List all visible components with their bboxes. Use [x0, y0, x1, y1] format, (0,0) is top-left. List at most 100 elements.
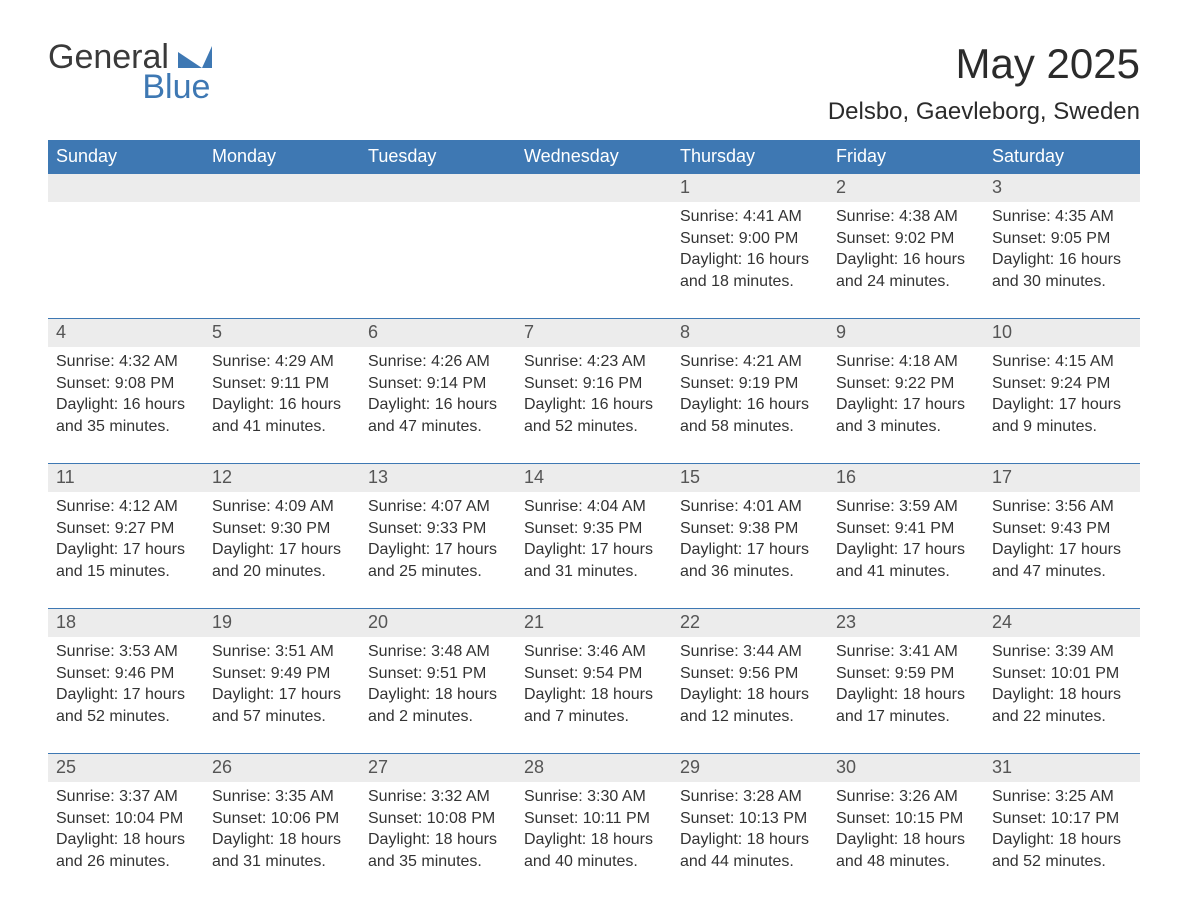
day-cell: Sunrise: 4:41 AMSunset: 9:00 PMDaylight:… [672, 202, 828, 304]
sunrise-text: Sunrise: 4:35 AM [992, 206, 1132, 228]
daylight-text: Daylight: 17 hours and 41 minutes. [836, 539, 976, 582]
day-cell: Sunrise: 4:12 AMSunset: 9:27 PMDaylight:… [48, 492, 204, 594]
day-number: 27 [360, 754, 516, 782]
weekday: Saturday [984, 140, 1140, 174]
day-cell: Sunrise: 3:32 AMSunset: 10:08 PMDaylight… [360, 782, 516, 884]
daylight-text: Daylight: 17 hours and 36 minutes. [680, 539, 820, 582]
daylight-text: Daylight: 17 hours and 20 minutes. [212, 539, 352, 582]
daylight-text: Daylight: 18 hours and 44 minutes. [680, 829, 820, 872]
location: Delsbo, Gaevleborg, Sweden [828, 98, 1140, 126]
week-row: 45678910 Sunrise: 4:32 AMSunset: 9:08 PM D… [48, 318, 1140, 449]
sunset-text: Sunset: 9:02 PM [836, 228, 976, 250]
day-number: 22 [672, 609, 828, 637]
day-cell: Sunrise: 3:56 AMSunset: 9:43 PMDaylight:… [984, 492, 1140, 594]
sunset-text: Sunset: 9:46 PM [56, 663, 196, 685]
day-cell: Sunrise: 3:28 AMSunset: 10:13 PMDaylight… [672, 782, 828, 884]
page-title: May 2025 [828, 40, 1140, 88]
sunset-text: Sunset: 10:04 PM [56, 808, 196, 830]
daylight-text: Daylight: 18 hours and 48 minutes. [836, 829, 976, 872]
sunrise-text: Sunrise: 4:26 AM [368, 351, 508, 373]
day-cell: Sunrise: 3:37 AMSunset: 10:04 PMDaylight… [48, 782, 204, 884]
day-number [360, 174, 516, 202]
daylight-text: Daylight: 16 hours and 24 minutes. [836, 249, 976, 292]
day-cell: Sunrise: 3:59 AMSunset: 9:41 PMDaylight:… [828, 492, 984, 594]
day-number: 16 [828, 464, 984, 492]
calendar: Sunday Monday Tuesday Wednesday Thursday… [48, 140, 1140, 884]
day-number: 2 [828, 174, 984, 202]
sunset-text: Sunset: 9:59 PM [836, 663, 976, 685]
daylight-text: Daylight: 16 hours and 58 minutes. [680, 394, 820, 437]
sunset-text: Sunset: 10:17 PM [992, 808, 1132, 830]
logo-text: General Blue [48, 40, 212, 104]
sunset-text: Sunset: 9:43 PM [992, 518, 1132, 540]
sunrise-text: Sunrise: 3:35 AM [212, 786, 352, 808]
day-number: 17 [984, 464, 1140, 492]
day-cell: Sunrise: 4:04 AMSunset: 9:35 PMDaylight:… [516, 492, 672, 594]
sunset-text: Sunset: 10:01 PM [992, 663, 1132, 685]
day-number [516, 174, 672, 202]
day-number: 19 [204, 609, 360, 637]
day-cell: Sunrise: 3:51 AMSunset: 9:49 PMDaylight:… [204, 637, 360, 739]
sunrise-text: Sunrise: 4:18 AM [836, 351, 976, 373]
day-cell: Sunrise: 3:35 AMSunset: 10:06 PMDaylight… [204, 782, 360, 884]
sunrise-text: Sunrise: 4:21 AM [680, 351, 820, 373]
sunrise-text: Sunrise: 3:48 AM [368, 641, 508, 663]
weekday: Tuesday [360, 140, 516, 174]
sunrise-text: Sunrise: 4:09 AM [212, 496, 352, 518]
title-block: May 2025 Delsbo, Gaevleborg, Sweden [828, 40, 1140, 126]
sunset-text: Sunset: 9:30 PM [212, 518, 352, 540]
weeks-container: 123Sunrise: 4:41 AMSunset: 9:00 PMDaylig… [48, 174, 1140, 884]
day-cell [516, 202, 672, 304]
day-number: 18 [48, 609, 204, 637]
day-number: 8 [672, 319, 828, 347]
day-number: 21 [516, 609, 672, 637]
daylight-text: Daylight: 17 hours and 47 minutes. [992, 539, 1132, 582]
sunrise-text: Sunrise: 4:15 AM [992, 351, 1132, 373]
day-cell [360, 202, 516, 304]
day-number: 1 [672, 174, 828, 202]
sunrise-text: Sunrise: 4:32 AM [56, 351, 196, 373]
sunrise-text: Sunrise: 3:44 AM [680, 641, 820, 663]
day-cell [48, 202, 204, 304]
day-cell: Sunrise: 3:25 AMSunset: 10:17 PMDaylight… [984, 782, 1140, 884]
weekday: Monday [204, 140, 360, 174]
daynum-row: 11121314151617 [48, 464, 1140, 492]
daylight-text: Daylight: 17 hours and 25 minutes. [368, 539, 508, 582]
sunset-text: Sunset: 9:38 PM [680, 518, 820, 540]
daynum-row: 45678910 [48, 319, 1140, 347]
daylight-text: Daylight: 18 hours and 2 minutes. [368, 684, 508, 727]
day-number: 28 [516, 754, 672, 782]
sunrise-text: Sunrise: 3:32 AM [368, 786, 508, 808]
day-cell: Sunrise: 3:46 AMSunset: 9:54 PMDaylight:… [516, 637, 672, 739]
daylight-text: Daylight: 16 hours and 52 minutes. [524, 394, 664, 437]
sunset-text: Sunset: 9:19 PM [680, 373, 820, 395]
daylight-text: Daylight: 16 hours and 47 minutes. [368, 394, 508, 437]
daylight-text: Daylight: 18 hours and 35 minutes. [368, 829, 508, 872]
sunrise-text: Sunrise: 4:41 AM [680, 206, 820, 228]
sunset-text: Sunset: 9:08 PM [56, 373, 196, 395]
sunrise-text: Sunrise: 4:01 AM [680, 496, 820, 518]
sunset-text: Sunset: 9:11 PM [212, 373, 352, 395]
daylight-text: Daylight: 17 hours and 52 minutes. [56, 684, 196, 727]
day-number: 5 [204, 319, 360, 347]
week-row: 11121314151617Sunrise: 4:12 AMSunset: 9:… [48, 463, 1140, 594]
sunrise-text: Sunrise: 3:30 AM [524, 786, 664, 808]
day-number [48, 174, 204, 202]
week-row: 18192021222324Sunrise: 3:53 AMSunset: 9:… [48, 608, 1140, 739]
sunset-text: Sunset: 9:24 PM [992, 373, 1132, 395]
sunset-text: Sunset: 9:54 PM [524, 663, 664, 685]
daylight-text: Daylight: 17 hours and 3 minutes. [836, 394, 976, 437]
day-number: 25 [48, 754, 204, 782]
day-number: 13 [360, 464, 516, 492]
daylight-text: Daylight: 18 hours and 17 minutes. [836, 684, 976, 727]
day-cell: Sunrise: 4:29 AMSunset: 9:11 PMDaylight:… [204, 347, 360, 449]
day-number: 10 [984, 319, 1140, 347]
sunset-text: Sunset: 9:05 PM [992, 228, 1132, 250]
sunset-text: Sunset: 9:33 PM [368, 518, 508, 540]
day-number: 7 [516, 319, 672, 347]
week-row: 25262728293031Sunrise: 3:37 AMSunset: 10… [48, 753, 1140, 884]
day-number: 11 [48, 464, 204, 492]
sunrise-text: Sunrise: 3:28 AM [680, 786, 820, 808]
day-cell: Sunrise: 4:21 AMSunset: 9:19 PMDaylight:… [672, 347, 828, 449]
day-number: 14 [516, 464, 672, 492]
